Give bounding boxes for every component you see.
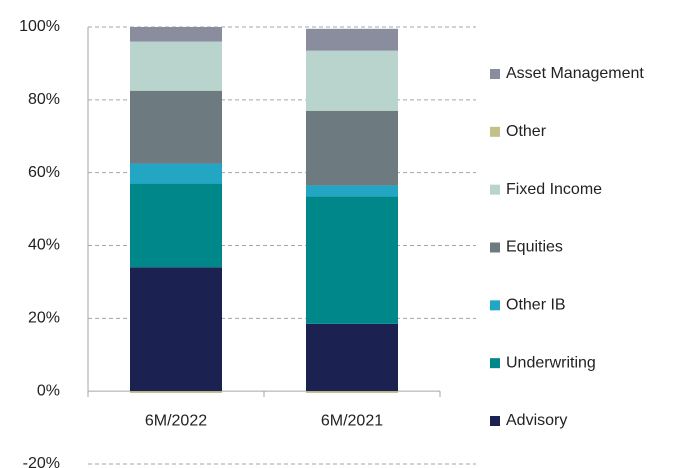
legend-label: Other	[506, 123, 547, 140]
y-tick-label: 40%	[28, 237, 60, 254]
legend-label: Advisory	[506, 412, 567, 429]
legend-swatch	[490, 300, 500, 311]
bar-segment	[306, 196, 398, 324]
legend-swatch	[490, 358, 500, 369]
bar-segment	[306, 391, 398, 393]
bar-segment	[130, 41, 222, 91]
legend-label: Fixed Income	[506, 181, 602, 198]
bar-segment	[130, 391, 222, 393]
x-tick-label: 6M/2021	[321, 412, 383, 429]
y-tick-label: 60%	[28, 164, 60, 181]
bar-segment	[306, 50, 398, 111]
y-tick-label: 20%	[28, 310, 60, 327]
bar-segment	[130, 163, 222, 184]
bar-segment	[130, 90, 222, 164]
x-tick-label: 6M/2022	[145, 412, 207, 429]
legend-label: Asset Management	[506, 65, 644, 82]
y-tick-label: 80%	[28, 91, 60, 108]
bar-segment	[306, 323, 398, 392]
legend-swatch	[490, 126, 500, 137]
y-tick-label: 100%	[19, 18, 60, 35]
bar-segment	[306, 185, 398, 197]
y-tick-label: -20%	[23, 455, 60, 468]
legend-label: Other IB	[506, 297, 566, 314]
legend-swatch	[490, 242, 500, 253]
legend-swatch	[490, 416, 500, 426]
legend-swatch	[490, 69, 500, 79]
y-tick-label: 0%	[37, 382, 60, 399]
bar-segment	[130, 27, 222, 42]
bar-segment	[306, 28, 398, 51]
bar-segment	[130, 267, 222, 392]
legend-label: Equities	[506, 239, 563, 256]
bar-segment	[130, 183, 222, 268]
legend-label: Underwriting	[506, 354, 596, 371]
bar-segment	[306, 110, 398, 186]
legend-swatch	[490, 184, 500, 195]
